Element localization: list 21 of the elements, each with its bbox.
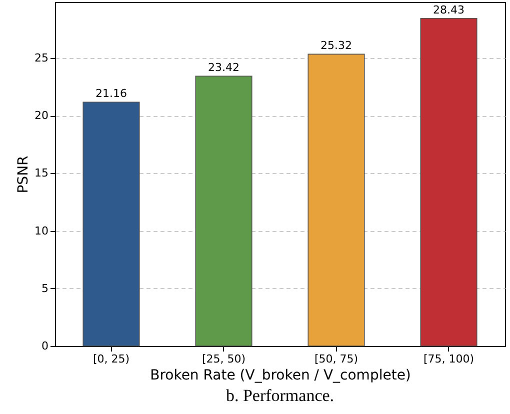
bar bbox=[420, 18, 478, 346]
x-tick-label: [75, 100) bbox=[423, 352, 474, 366]
y-tick-label: 15 bbox=[34, 166, 48, 180]
x-tick-label: [25, 50) bbox=[202, 352, 246, 366]
bar bbox=[82, 102, 140, 346]
x-tick-label: [0, 25) bbox=[92, 352, 130, 366]
y-tick-label: 10 bbox=[34, 224, 48, 238]
data-label: 28.43 bbox=[433, 3, 464, 16]
data-label: 23.42 bbox=[208, 61, 240, 74]
bar bbox=[195, 76, 252, 346]
x-axis-title: Broken Rate (V_broken / V_complete) bbox=[150, 368, 411, 384]
bar bbox=[308, 54, 365, 346]
y-axis-title: PSNR bbox=[16, 155, 32, 194]
y-tick-label: 5 bbox=[42, 282, 48, 295]
data-label: 21.16 bbox=[96, 87, 127, 100]
data-label: 25.32 bbox=[320, 39, 352, 52]
y-tick-label: 0 bbox=[42, 340, 48, 352]
text: b. Performance. bbox=[226, 386, 334, 405]
y-tick-label: 25 bbox=[34, 51, 48, 64]
y-tick-label: 20 bbox=[34, 109, 48, 122]
x-tick-label: [50, 75) bbox=[314, 352, 358, 366]
